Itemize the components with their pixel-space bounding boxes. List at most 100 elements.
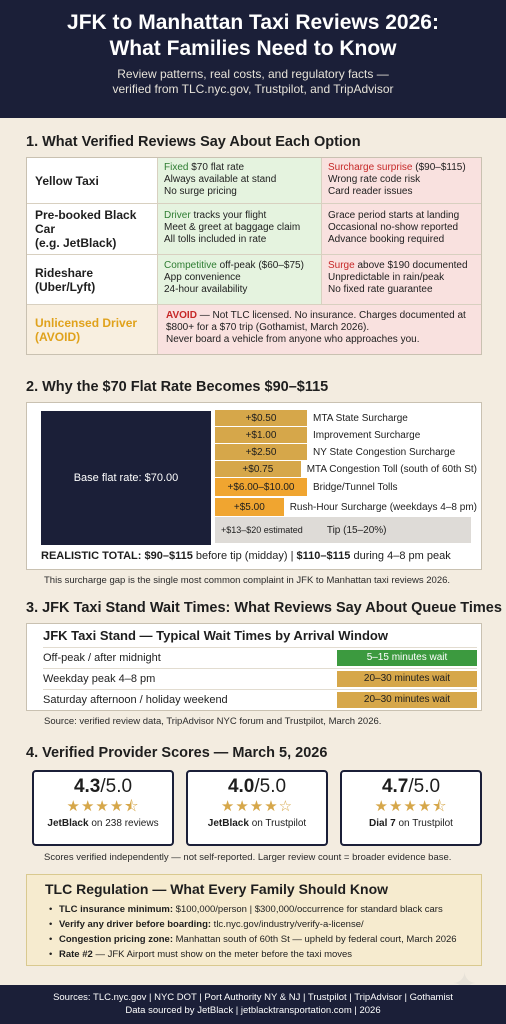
surcharge-breakdown: Base flat rate: $70.00 +$0.50 MTA State S… [26, 402, 482, 570]
pro-line: All tolls included in rate [164, 234, 267, 245]
page-title: JFK to Manhattan Taxi Reviews 2026: What… [0, 0, 506, 62]
option-pros: Competitive off-peak ($60–$75) App conve… [157, 255, 321, 304]
pro-text: $70 flat rate [188, 162, 245, 173]
con-line: Occasional no-show reported [328, 222, 459, 233]
pro-highlight: Competitive [164, 260, 217, 271]
option-cons: Surcharge surprise ($90–$115) Wrong rate… [321, 158, 481, 203]
score-scale: /5.0 [254, 776, 287, 797]
option-name: Rideshare (Uber/Lyft) [27, 255, 157, 304]
realistic-total-peak: $110–$115 [296, 550, 351, 562]
tlc-item: Congestion pricing zone: Manhattan south… [49, 932, 477, 947]
con-text: above $190 documented [354, 260, 468, 271]
tlc-item: TLC insurance minimum: $100,000/person |… [49, 902, 477, 917]
subtitle-line-2: verified from TLC.nyc.gov, Trustpilot, a… [112, 82, 394, 96]
option-name-text: Unlicensed Driver [35, 315, 138, 330]
pro-text: tracks your flight [190, 210, 267, 221]
option-row-unlicensed: Unlicensed Driver (AVOID) AVOID — Not TLC… [27, 305, 481, 354]
source-text: on Trustpilot [395, 818, 453, 829]
base-fare-label: Base flat rate: $70.00 [73, 472, 179, 484]
option-name-sub: (e.g. JetBlack) [35, 236, 117, 250]
warning-line: $800+ for a $70 trip (Gothamist, March 2… [166, 322, 370, 333]
wait-label: Saturday afternoon / holiday weekend [43, 693, 228, 706]
surcharge-note: This surcharge gap is the single most co… [44, 575, 451, 586]
option-name-text: Yellow Taxi [35, 173, 99, 188]
wait-row: Weekday peak 4–8 pm 20–30 minutes wait [43, 668, 477, 688]
surcharge-item: +$0.75 MTA Congestion Toll (south of 60th… [215, 461, 477, 477]
score-card: 4.3/5.0 ★★★★⯪ JetBlack on 238 reviews [32, 770, 174, 846]
option-row-rideshare: Rideshare (Uber/Lyft) Competitive off-pea… [27, 255, 481, 305]
tlc-item-label: TLC insurance minimum: [59, 904, 174, 915]
surcharge-name: MTA Congestion Toll (south of 60th St) [306, 463, 477, 475]
con-highlight: Surcharge surprise [328, 162, 413, 173]
wait-source-note: Source: verified review data, TripAdviso… [44, 716, 382, 727]
score-number: 4.0 [227, 776, 255, 797]
surcharge-name: Improvement Surcharge [313, 429, 421, 441]
surcharge-amount: +$1.00 [215, 427, 307, 443]
tip-row: +$13–$20 estimated Tip (15–20%) [215, 517, 471, 543]
section1-title: 1. What Verified Reviews Say About Each … [26, 134, 361, 150]
tlc-item-label: Rate #2 [59, 949, 93, 960]
option-name-sub: (Uber/Lyft) [35, 279, 96, 294]
realistic-total: REALISTIC TOTAL: $90–$115 before tip (mi… [41, 550, 451, 562]
option-name: Unlicensed Driver (AVOID) [27, 305, 157, 354]
wait-bar: 20–30 minutes wait [337, 670, 477, 687]
wait-label: Off-peak / after midnight [43, 651, 161, 664]
provider-name: JetBlack [207, 818, 249, 829]
section2-title: 2. Why the $70 Flat Rate Becomes $90–$11… [26, 379, 329, 395]
wait-bar: 5–15 minutes wait [337, 649, 477, 666]
score-value: 4.0/5.0 [188, 776, 326, 798]
tlc-item-label: Congestion pricing zone: [59, 934, 173, 945]
surcharge-item: +$2.50 NY State Congestion Surcharge [215, 444, 477, 460]
footer: Sources: TLC.nyc.gov | NYC DOT | Port Au… [0, 985, 506, 1024]
base-fare-block: Base flat rate: $70.00 [41, 411, 211, 545]
pro-text: off-peak ($60–$75) [216, 260, 304, 271]
con-line: Unpredictable in rain/peak [328, 272, 445, 283]
con-line: Advance booking required [328, 234, 445, 245]
footer-sources: Sources: TLC.nyc.gov | NYC DOT | Port Au… [53, 992, 453, 1003]
wait-bar: 20–30 minutes wait [337, 691, 477, 708]
option-name: Pre-booked Black Car (e.g. JetBlack) [27, 204, 157, 254]
star-rating-icon: ★★★★⯪ [374, 798, 448, 815]
tlc-item-text: Manhattan south of 60th St — upheld by f… [173, 934, 457, 945]
wait-times-title: JFK Taxi Stand — Typical Wait Times by A… [43, 628, 388, 643]
score-source: JetBlack on Trustpilot [188, 818, 326, 829]
option-row-yellow-taxi: Yellow Taxi Fixed $70 flat rate Always a… [27, 158, 481, 204]
realistic-total-midday: REALISTIC TOTAL: $90–$115 [41, 550, 193, 562]
page-subtitle: Review patterns, real costs, and regulat… [0, 67, 506, 97]
scores-note: Scores verified independently — not self… [44, 852, 452, 863]
tlc-item-text: — JFK Airport must show on the meter bef… [92, 949, 353, 960]
realistic-text: before tip (midday) | [192, 550, 297, 562]
surcharge-item: +$0.50 MTA State Surcharge [215, 410, 477, 426]
option-row-black-car: Pre-booked Black Car (e.g. JetBlack) Driv… [27, 204, 481, 255]
tlc-item-label: Verify any driver before boarding: [59, 919, 212, 930]
option-cons: Grace period starts at landing Occasiona… [321, 204, 481, 254]
wait-row: Saturday afternoon / holiday weekend 20–… [43, 689, 477, 709]
pro-line: App convenience [164, 272, 241, 283]
surcharge-name: Bridge/Tunnel Tolls [313, 481, 398, 493]
wait-times-box: JFK Taxi Stand — Typical Wait Times by A… [26, 623, 482, 711]
header-banner: JFK to Manhattan Taxi Reviews 2026: What… [0, 0, 506, 118]
pro-line: No surge pricing [164, 186, 237, 197]
surcharge-amount: +$2.50 [215, 444, 307, 460]
surcharge-amount: +$0.50 [215, 410, 307, 426]
subtitle-line-1: Review patterns, real costs, and regulat… [117, 67, 389, 81]
unlicensed-warning: AVOID — Not TLC licensed. No insurance. … [157, 305, 481, 354]
option-name-text: Pre-booked Black Car [35, 208, 137, 236]
surcharge-amount: +$5.00 [215, 498, 284, 516]
surcharge-item: +$5.00 Rush-Hour Surcharge (weekdays 4–8 … [215, 498, 477, 516]
warning-line: Never board a vehicle from anyone who ap… [166, 334, 420, 345]
provider-name: Dial 7 [369, 818, 396, 829]
score-number: 4.7 [381, 776, 409, 797]
option-name-text: Rideshare [35, 265, 94, 280]
surcharge-item: +$1.00 Improvement Surcharge [215, 427, 477, 443]
con-text: Grace period starts at landing [328, 210, 460, 221]
con-text: ($90–$115) [412, 162, 466, 173]
star-rating-icon: ★★★★☆ [220, 798, 294, 815]
surcharge-item: +$6.00–$10.00 Bridge/Tunnel Tolls [215, 478, 477, 496]
option-name-sub: (AVOID) [35, 329, 81, 344]
provider-name: JetBlack [47, 818, 89, 829]
score-number: 4.3 [73, 776, 101, 797]
section3-title: 3. JFK Taxi Stand Wait Times: What Revie… [26, 600, 502, 616]
warning-line: — Not TLC licensed. No insurance. Charge… [196, 310, 466, 321]
con-line: Card reader issues [328, 186, 413, 197]
